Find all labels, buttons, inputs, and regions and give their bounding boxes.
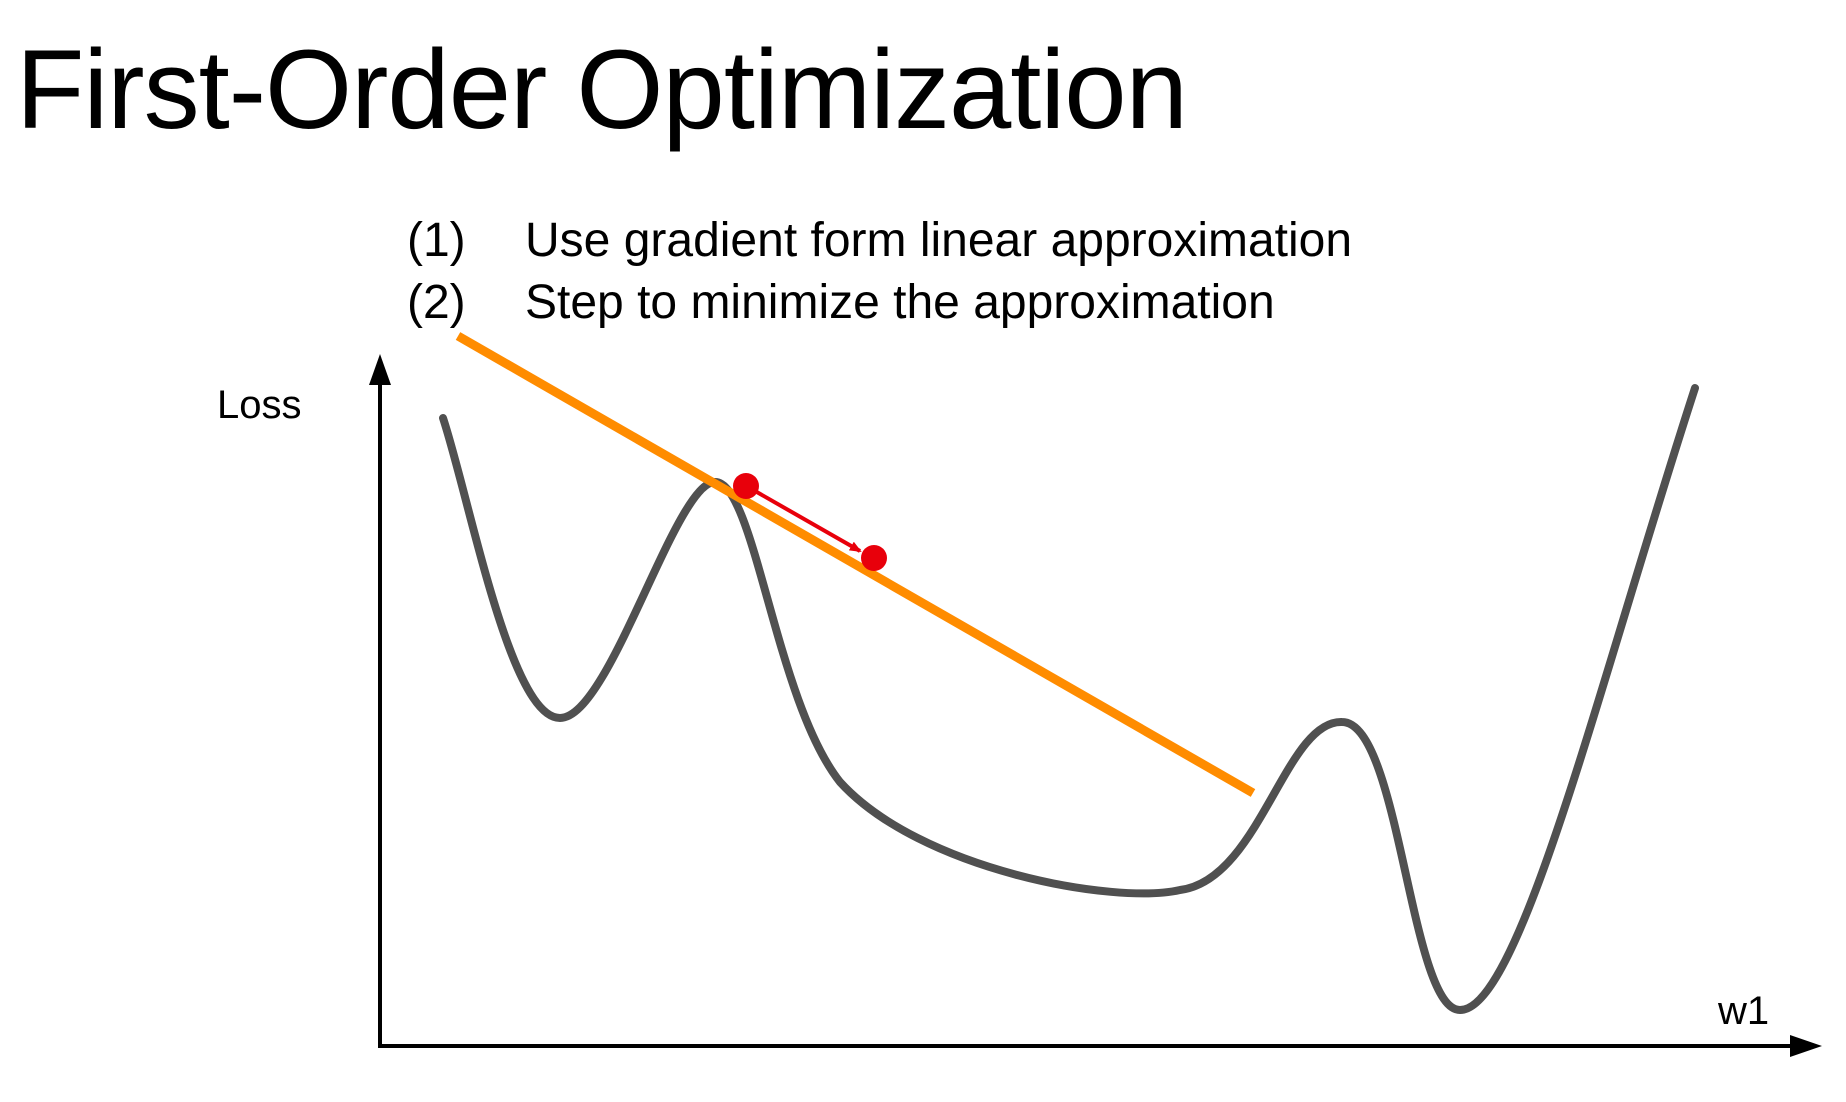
step-number: (2) <box>407 276 466 329</box>
start-point <box>733 473 759 499</box>
step-text: Step to minimize the approximation <box>525 276 1275 329</box>
list-item: (1) Use gradient form linear approximati… <box>407 210 1352 272</box>
y-axis-arrow-icon <box>369 354 391 385</box>
slide-title: First-Order Optimization <box>16 27 1188 152</box>
list-item: (2) Step to minimize the approximation <box>407 272 1352 334</box>
loss-curve <box>439 384 1699 1014</box>
step-number: (1) <box>407 214 466 267</box>
x-axis-arrow-icon <box>1790 1035 1822 1057</box>
step-text: Use gradient form linear approximation <box>525 214 1353 267</box>
steps-list: (1) Use gradient form linear approximati… <box>407 210 1352 334</box>
x-axis-label: w1 <box>1717 989 1769 1033</box>
y-axis-label: Loss <box>217 383 302 427</box>
tangent-line <box>455 332 1256 797</box>
step-arrow <box>747 485 862 553</box>
end-point <box>861 545 887 571</box>
